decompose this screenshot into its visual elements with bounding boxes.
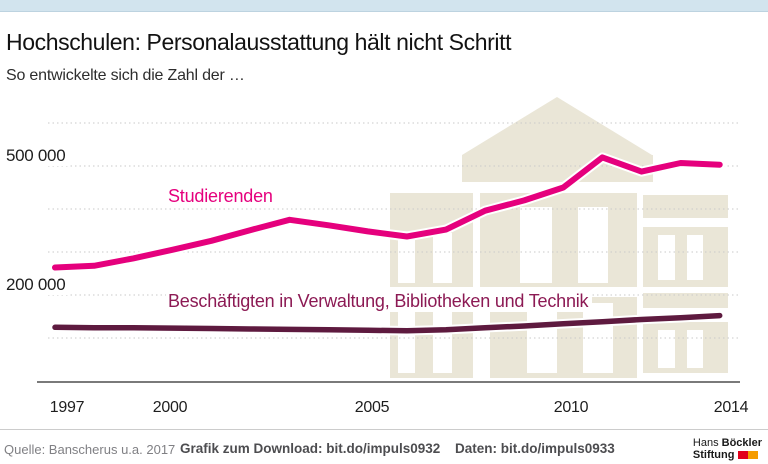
data-link-text: Daten: bit.do/impuls0933 bbox=[455, 441, 615, 456]
page-subtitle: So entwickelte sich die Zahl der … bbox=[6, 67, 245, 84]
series-label-beschaeftigte: Beschäftigten in Verwaltung, Bibliotheke… bbox=[166, 291, 593, 312]
y-tick-label: 500 000 bbox=[6, 146, 70, 166]
university-building-watermark bbox=[390, 97, 728, 378]
hans-boeckler-stiftung-logo: Hans Böckler Stiftung bbox=[693, 437, 762, 461]
source-note: Quelle: Banscherus u.a. 2017 bbox=[4, 442, 176, 457]
data-lines bbox=[50, 152, 725, 336]
series-label-studierenden: Studierenden bbox=[166, 186, 277, 207]
x-tick-label: 2010 bbox=[553, 399, 589, 416]
x-tick-label: 1997 bbox=[49, 399, 85, 416]
y-tick-label: 200 000 bbox=[6, 275, 70, 295]
x-tick-label: 2005 bbox=[354, 399, 390, 416]
download-link-text: Grafik zum Download: bit.do/impuls0932 bbox=[180, 441, 441, 456]
students-line bbox=[52, 154, 723, 271]
logo-line1: Hans Böckler bbox=[692, 437, 762, 449]
x-tick-label: 2014 bbox=[713, 399, 749, 416]
logo-line2: Stiftung bbox=[693, 449, 762, 461]
logo-flag-red bbox=[737, 451, 748, 459]
footer-divider bbox=[0, 429, 768, 430]
page-title: Hochschulen: Personalausstattung hält ni… bbox=[6, 29, 512, 55]
x-tick-label: 2000 bbox=[152, 399, 188, 416]
staff-line bbox=[52, 312, 723, 334]
top-accent-bar bbox=[0, 0, 768, 12]
logo-flag-orange bbox=[747, 451, 758, 459]
